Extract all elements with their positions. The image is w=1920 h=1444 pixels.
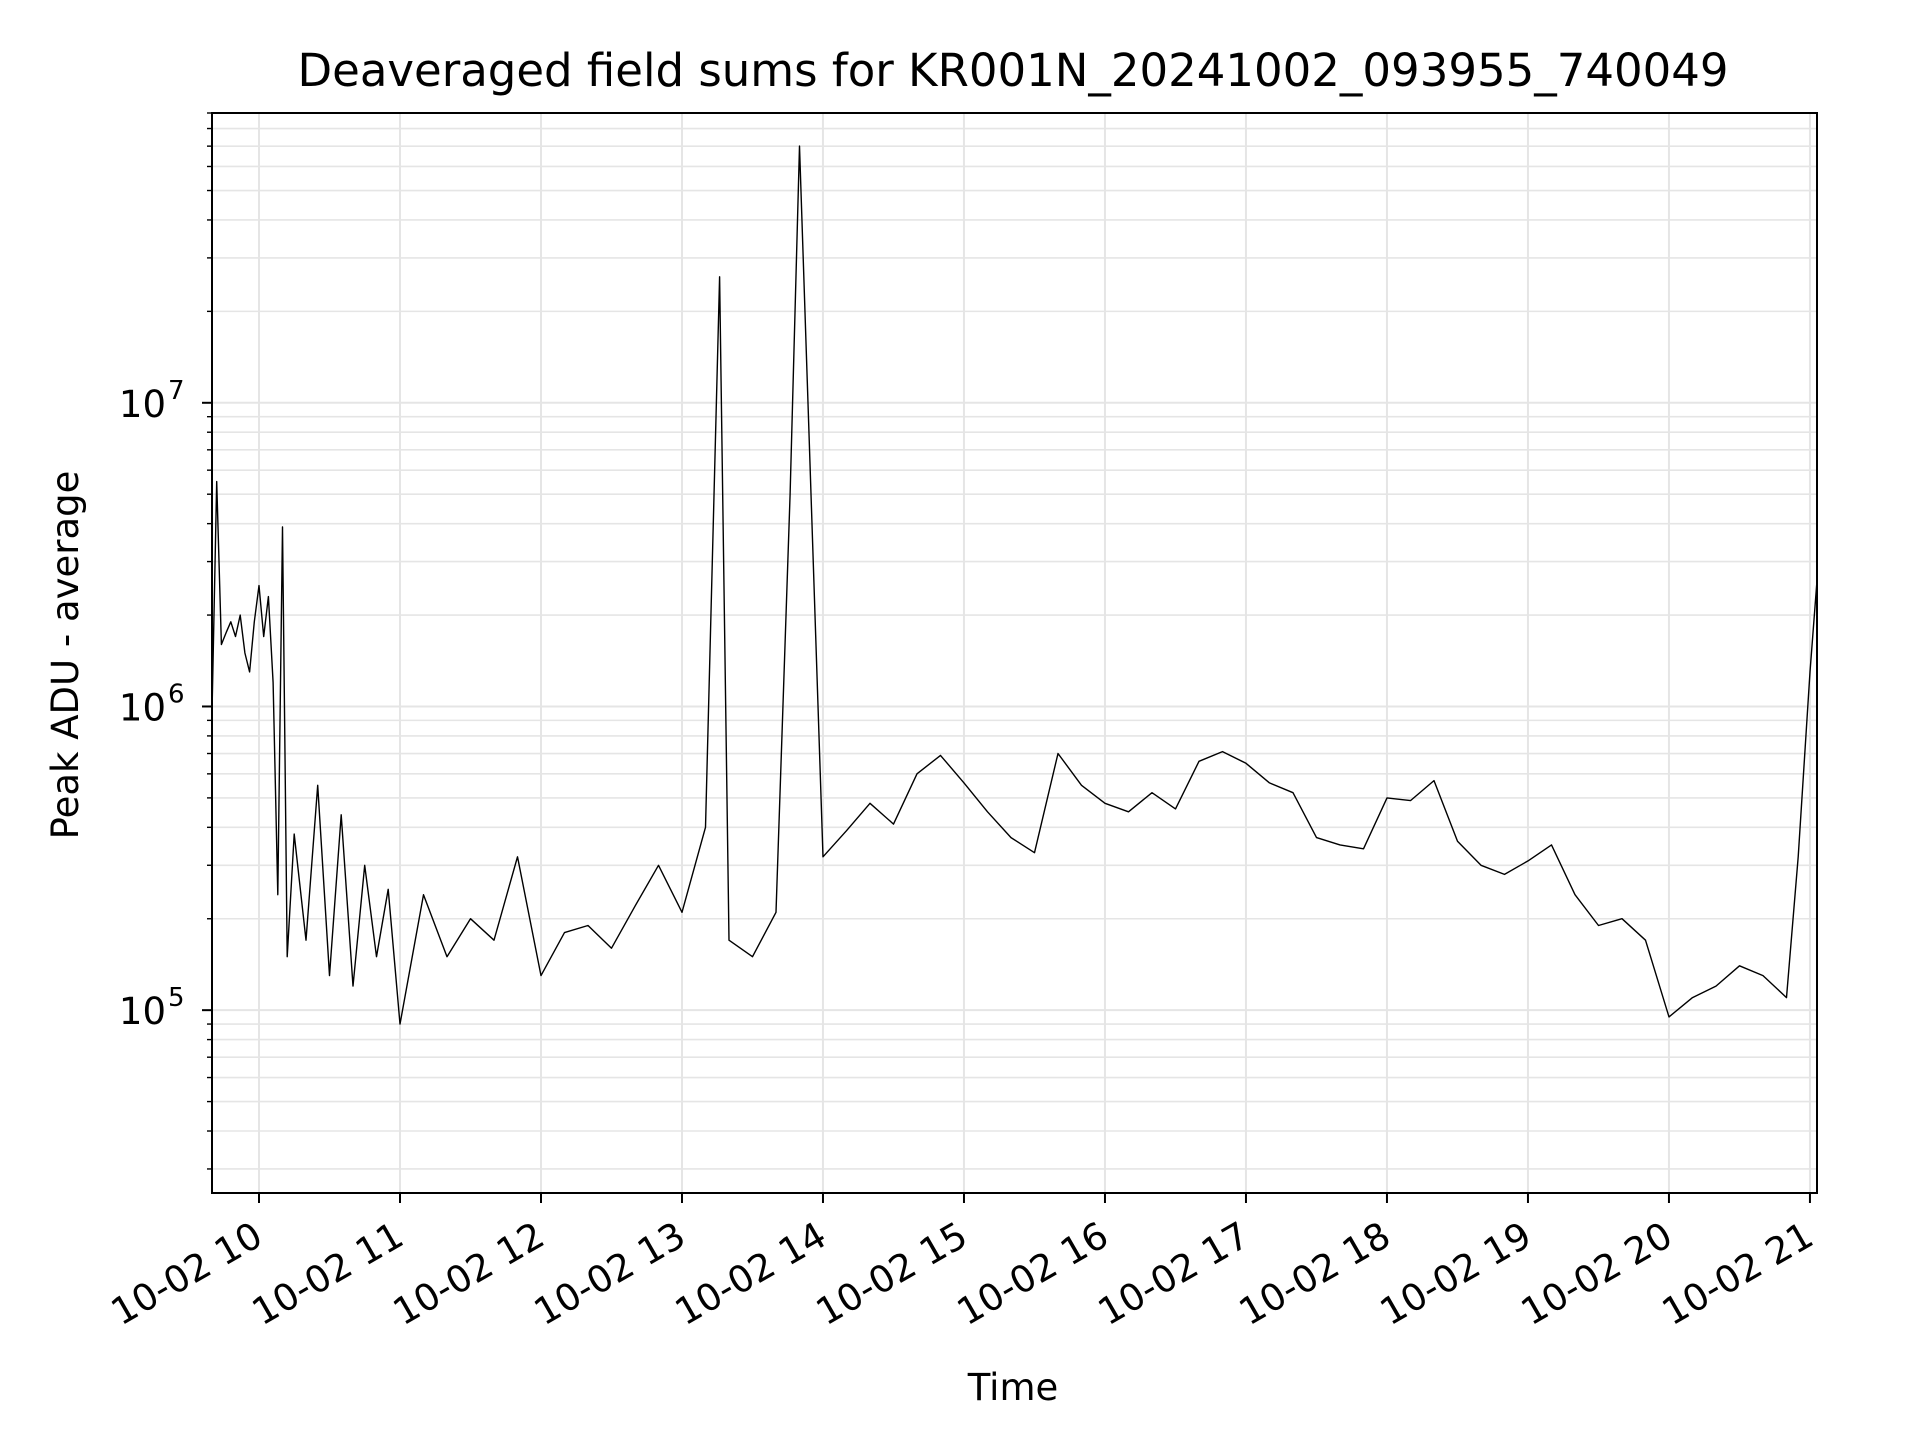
plot-area-frame xyxy=(211,112,1818,1194)
y-axis-label: Peak ADU - average xyxy=(44,471,87,840)
y-tick-label: 10 xyxy=(119,990,166,1033)
chart-title: Deaveraged field sums for KR001N_2024100… xyxy=(298,44,1729,97)
y-tick-label: 10 xyxy=(119,383,166,426)
y-tick-exponent: 7 xyxy=(168,376,185,406)
y-tick-exponent: 6 xyxy=(168,679,185,709)
y-tick-label: 10 xyxy=(119,686,166,729)
series-line xyxy=(211,145,1818,1025)
grid xyxy=(212,112,1817,1193)
y-tick-exponent: 5 xyxy=(168,983,185,1013)
x-axis-label: Time xyxy=(967,1366,1059,1409)
